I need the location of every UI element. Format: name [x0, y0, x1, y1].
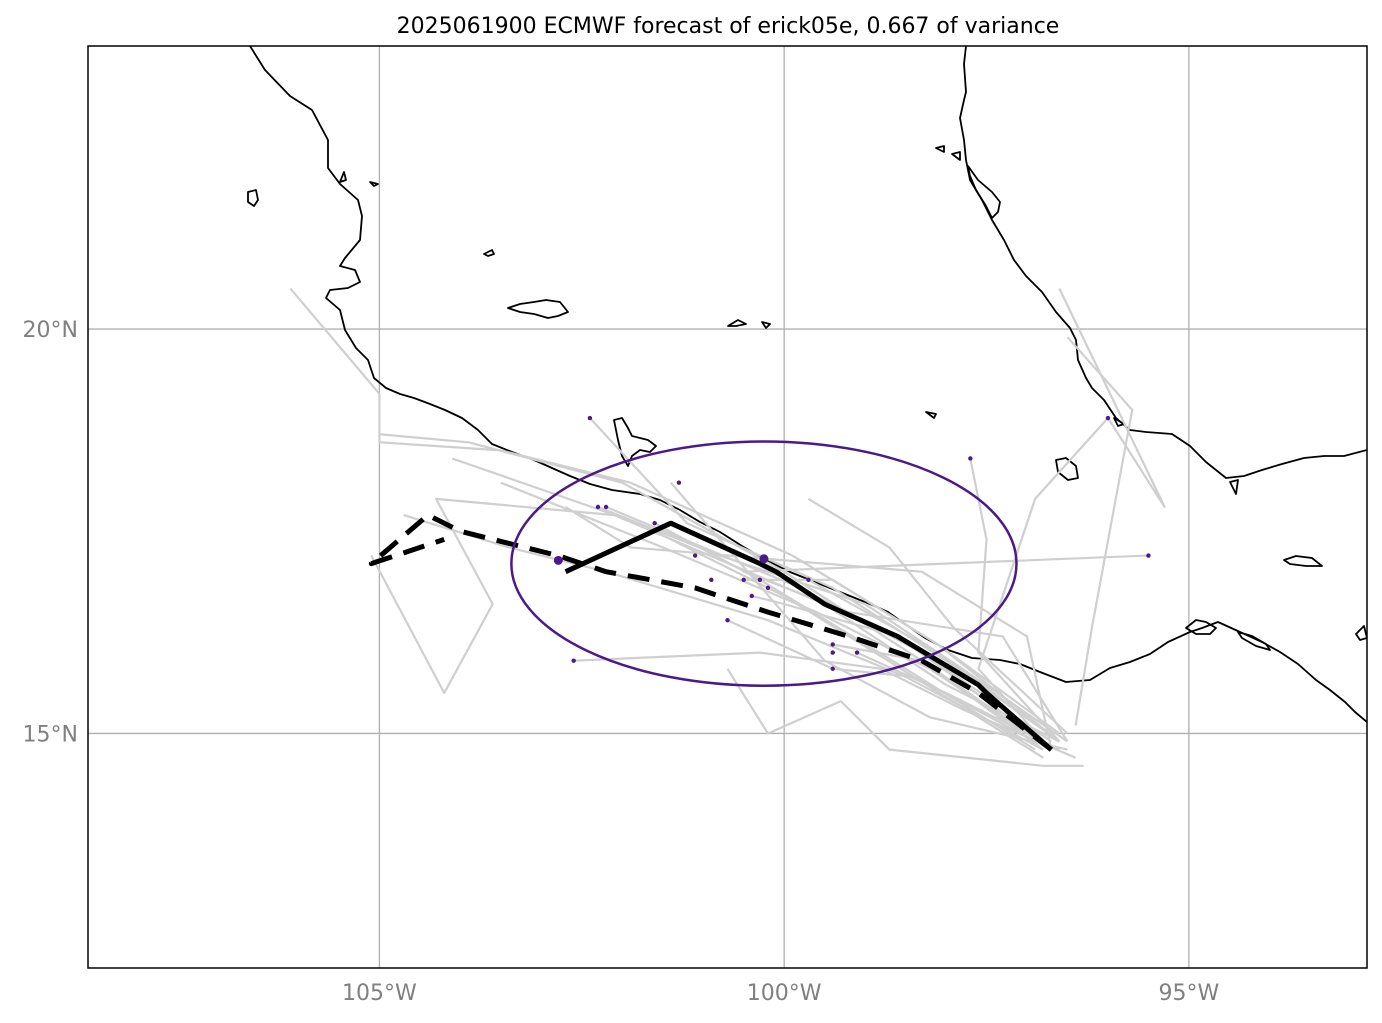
variance-ellipse [510, 440, 1018, 687]
ensemble-member-track [573, 651, 1077, 759]
ensemble-member-track [654, 522, 1036, 751]
island-small-1 [339, 171, 347, 183]
member-end-point [1146, 553, 1151, 558]
member-end-point [765, 585, 771, 591]
mean-track-dashed [368, 512, 1053, 752]
x-tick-label: 100°W [747, 981, 822, 1006]
lake-catemaco [1055, 457, 1079, 481]
y-tick-label: 20°N [23, 318, 78, 343]
y-tick-label: 15°N [23, 722, 78, 747]
ensemble-member-track [565, 506, 1053, 750]
member-end-point [854, 650, 860, 655]
ensemble-member-track [742, 554, 1149, 743]
track-center-point [759, 554, 769, 564]
ensemble-member-track [977, 288, 1166, 751]
ensemble-member-track [451, 457, 1044, 759]
ensemble-member-track [807, 497, 1069, 735]
member-end-point [830, 666, 835, 671]
coastline-gulf [959, 46, 1367, 479]
member-end-point [741, 577, 746, 582]
gridlines [88, 46, 1367, 968]
track-center-point [553, 555, 563, 565]
island-small-5 [1113, 417, 1125, 427]
member-end-point [806, 577, 811, 582]
x-tick-label: 95°W [1159, 981, 1220, 1006]
island-gulf-2 [951, 151, 961, 161]
ensemble-member-track [289, 287, 1061, 743]
island-small-6 [1229, 479, 1239, 495]
lagoon-isthmus-2 [1237, 631, 1271, 651]
member-end-point [603, 504, 609, 510]
ensemble-member-track [379, 433, 1052, 751]
member-end-point [725, 618, 730, 623]
lake-right-1 [1283, 555, 1323, 567]
ensemble-member-track [403, 514, 1044, 751]
member-end-point [1105, 415, 1111, 421]
reservoir-infiernillo [613, 417, 657, 467]
island-small-2 [369, 181, 379, 187]
mean-tracks [368, 512, 1053, 752]
variance-ellipse-outline [510, 440, 1018, 687]
island-marias [247, 189, 259, 207]
lagoon-isthmus [1185, 619, 1217, 635]
island-gulf-1 [935, 145, 945, 153]
island-small-4 [925, 411, 937, 419]
axis-ticks: 105°W 100°W 95°W 20°N 15°N [23, 318, 1220, 1006]
member-end-point [830, 642, 835, 647]
lake-small-2 [761, 321, 771, 329]
chart-title: 2025061900 ECMWF forecast of erick05e, 0… [397, 14, 1060, 39]
member-end-point [692, 553, 698, 558]
lake-chapala [507, 299, 569, 319]
member-end-points [553, 415, 1151, 671]
member-end-point [830, 650, 835, 655]
member-end-point [595, 504, 601, 510]
ensemble-member-track [370, 497, 1060, 743]
ensemble-member-tracks [289, 287, 1166, 767]
member-end-point [709, 577, 714, 582]
ensemble-member-track [726, 668, 1084, 767]
member-end-point [587, 415, 593, 421]
member-end-point [749, 593, 754, 599]
member-end-point [757, 577, 763, 582]
plot-frame [87, 45, 1368, 969]
coastlines [247, 46, 1367, 723]
coastline-lagoon [967, 165, 1001, 219]
ensemble-member-track [856, 651, 1060, 751]
member-end-point [676, 480, 682, 485]
member-end-point [652, 520, 657, 526]
member-end-point [968, 456, 973, 461]
island-right-edge [1355, 625, 1367, 641]
island-small-3 [483, 249, 495, 257]
mean-track-solid [564, 520, 1053, 752]
lake-small [727, 319, 747, 327]
x-tick-label: 105°W [342, 981, 417, 1006]
member-end-point [571, 658, 576, 663]
